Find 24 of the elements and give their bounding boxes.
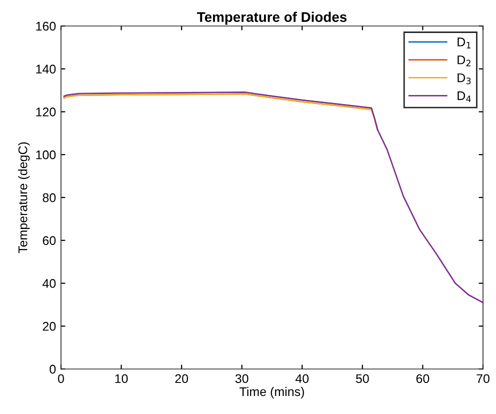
- x-tick-label: 40: [295, 374, 309, 384]
- y-tick-label: 80: [42, 193, 56, 202]
- x-tick-label: 10: [115, 374, 128, 384]
- x-tick-label: 30: [235, 374, 248, 384]
- y-tick-label: 20: [42, 322, 56, 331]
- y-axis-title: Temperature (degC): [18, 142, 30, 254]
- legend-label: D$_{2}$: [458, 56, 470, 66]
- chart-title: Temperature of Diodes: [197, 12, 347, 25]
- x-tick-label: 20: [175, 374, 188, 384]
- y-tick-label: 60: [42, 236, 56, 246]
- x-tick-label: 70: [476, 374, 490, 384]
- legend-label: D$_{3}$: [458, 73, 471, 84]
- y-tick-label: 140: [36, 64, 56, 74]
- y-tick-label: 160: [36, 22, 56, 31]
- y-tick-label: 100: [36, 150, 56, 160]
- x-tick-label: 60: [416, 374, 430, 384]
- y-tick-label: 0: [50, 364, 56, 374]
- x-tick-label: 50: [356, 374, 369, 384]
- legend-label: D$_{4}$: [458, 91, 471, 102]
- legend-label: D$_{1}$: [458, 38, 471, 48]
- x-tick-label: 0: [58, 374, 64, 384]
- y-tick-label: 120: [36, 108, 56, 116]
- x-axis-title: Time (mins): [240, 386, 304, 399]
- y-tick-label: 40: [42, 279, 56, 288]
